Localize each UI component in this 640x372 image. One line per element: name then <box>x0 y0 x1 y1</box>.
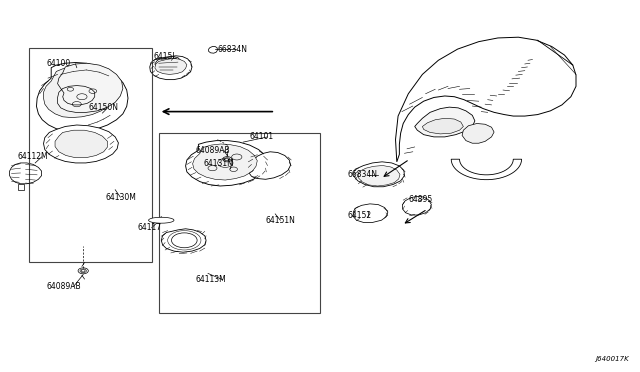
Bar <box>159 133 320 313</box>
Polygon shape <box>186 141 268 186</box>
Polygon shape <box>415 107 475 137</box>
Text: 64089AB: 64089AB <box>195 146 230 155</box>
Text: J640017K: J640017K <box>595 356 628 362</box>
Polygon shape <box>248 152 291 179</box>
Text: 64117: 64117 <box>138 223 162 232</box>
Polygon shape <box>36 62 128 132</box>
Polygon shape <box>396 37 576 162</box>
Text: 64151N: 64151N <box>266 216 296 225</box>
Text: 64100: 64100 <box>47 60 71 68</box>
Polygon shape <box>155 57 180 71</box>
Text: 66834N: 66834N <box>348 170 378 179</box>
Polygon shape <box>354 162 404 187</box>
Polygon shape <box>422 118 463 134</box>
Text: 6415L: 6415L <box>154 52 177 61</box>
Text: 64150N: 64150N <box>88 103 118 112</box>
Text: 64131M: 64131M <box>204 159 234 168</box>
Polygon shape <box>161 229 206 252</box>
Polygon shape <box>353 204 388 222</box>
Bar <box>29 48 152 262</box>
Polygon shape <box>55 130 108 158</box>
Polygon shape <box>44 125 118 163</box>
Polygon shape <box>44 66 116 118</box>
Polygon shape <box>150 56 192 80</box>
Polygon shape <box>403 196 431 215</box>
Text: 64895: 64895 <box>408 195 433 203</box>
Text: 66834N: 66834N <box>218 45 248 54</box>
Polygon shape <box>358 166 400 186</box>
Text: 64089AB: 64089AB <box>47 282 81 291</box>
Polygon shape <box>18 184 24 190</box>
Text: 64112M: 64112M <box>18 153 49 161</box>
Polygon shape <box>155 58 187 74</box>
Polygon shape <box>193 144 257 180</box>
Text: 64113M: 64113M <box>195 275 226 284</box>
Polygon shape <box>58 63 123 112</box>
Text: 64101: 64101 <box>250 132 274 141</box>
Text: 64152: 64152 <box>348 211 372 220</box>
Polygon shape <box>148 217 174 223</box>
Polygon shape <box>462 124 494 143</box>
Text: 64130M: 64130M <box>106 193 136 202</box>
Polygon shape <box>10 163 42 184</box>
Polygon shape <box>209 46 218 53</box>
Polygon shape <box>451 159 522 180</box>
